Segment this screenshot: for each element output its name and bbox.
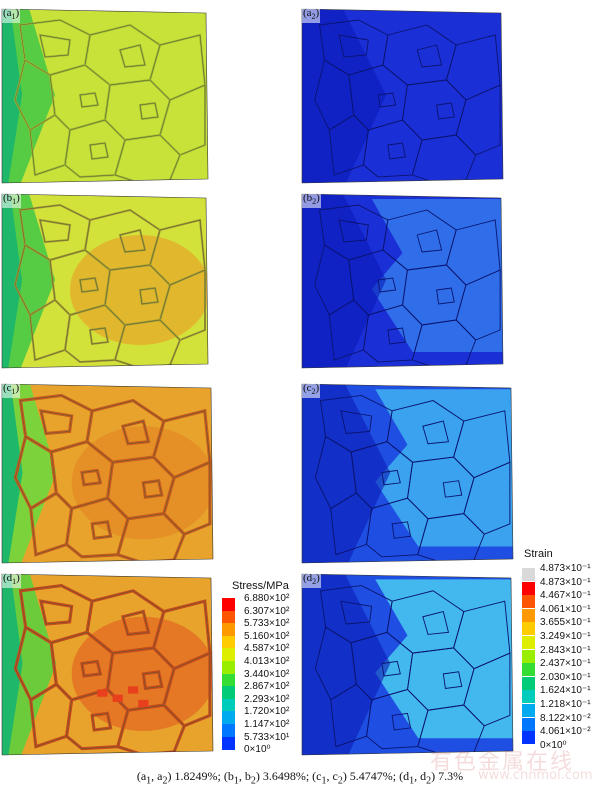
stress_legend-swatch	[222, 698, 235, 712]
panel-a2-plot	[301, 8, 504, 184]
strain_legend-swatch	[522, 636, 535, 649]
strain_legend-swatch	[522, 568, 535, 581]
strain_legend-tick: 1.624×10⁻¹	[540, 685, 591, 697]
strain_legend-swatch	[522, 731, 535, 745]
stress_legend-tick: 0×10⁰	[244, 744, 271, 756]
stress_legend-swatch	[222, 623, 235, 637]
strain_legend-tick: 3.249×10⁻¹	[540, 631, 591, 642]
strain_legend-tick: 4.467×10⁻¹	[540, 590, 591, 602]
stress_legend-tick: 1.147×10²	[244, 719, 290, 730]
high-strain-zone	[375, 579, 513, 739]
strain_legend-swatch	[522, 581, 535, 595]
strain_legend-swatch	[522, 608, 535, 622]
stress_legend-tick: 2.867×10²	[244, 681, 290, 693]
stress_legend-swatch	[222, 673, 235, 687]
strain_legend-swatch	[522, 717, 535, 731]
stress_legend-swatch	[222, 686, 235, 700]
panel-label-b1: (b1)	[2, 192, 21, 209]
panel-c1: (c1)	[0, 380, 215, 565]
panel-d2-plot	[301, 573, 514, 756]
stress_legend-swatch	[222, 648, 235, 662]
stress_legend-tick: 5.733×10²	[244, 618, 290, 630]
strain_legend-swatch	[522, 676, 535, 690]
panel-label-a1: (a1)	[2, 7, 21, 24]
panel-d1-plot	[1, 573, 214, 756]
panel-label-d2: (d2)	[302, 572, 321, 589]
panel-d1: (d1)	[0, 570, 215, 757]
high-strain-zone	[375, 389, 513, 547]
strain_legend-tick: 4.873×10⁻¹	[540, 576, 591, 588]
stress_legend-tick: 5.160×10²	[244, 630, 290, 642]
high-strain-zone	[371, 199, 503, 352]
panel-c1-plot	[1, 383, 214, 564]
panel-c2: (c2)	[300, 380, 515, 565]
watermark-logo: 有色金属在线	[430, 750, 575, 775]
stress_legend-swatch	[222, 635, 235, 649]
figure-caption: (a1, a2) 1.8249%; (b1, b2) 3.6498%; (c1,…	[136, 769, 464, 787]
panel-a1-plot	[1, 8, 209, 184]
stress_legend-swatch	[222, 724, 235, 737]
strain_legend-tick: 3.655×10⁻¹	[540, 617, 591, 629]
panel-label-c2: (c2)	[302, 382, 321, 399]
strain-legend-title: Strain	[524, 548, 553, 560]
panel-label-b2: (b2)	[302, 192, 321, 209]
stress_legend-tick: 3.440×10²	[244, 668, 290, 680]
panel-a2: (a2)	[300, 5, 505, 185]
stress_legend-swatch	[222, 736, 235, 750]
stress_legend-swatch	[222, 598, 235, 611]
panel-a1: (a1)	[0, 5, 210, 185]
panel-b1-plot	[1, 193, 209, 369]
panel-b2-plot	[301, 193, 504, 369]
stress_legend-tick: 6.307×10²	[244, 605, 290, 617]
stress_legend-swatch	[222, 661, 235, 674]
strain_legend-swatch	[522, 622, 535, 636]
panel-d2: (d2)	[300, 570, 515, 757]
panel-b1: (b1)	[0, 190, 210, 370]
panel-label-c1: (c1)	[2, 382, 21, 399]
strain_legend-tick: 4.873×10⁻¹	[540, 563, 591, 574]
strain_legend-tick: 8.122×10⁻²	[540, 712, 591, 724]
strain_legend-swatch	[522, 663, 535, 677]
panel-c2-plot	[301, 383, 514, 564]
watermark-url: www.cnnmol.com	[478, 768, 593, 783]
stress_legend-swatch	[222, 711, 235, 725]
strain_legend-tick: 1.218×10⁻¹	[540, 699, 591, 710]
strain_legend-swatch	[522, 704, 535, 717]
strain_legend-tick: 2.030×10⁻¹	[540, 671, 591, 683]
stress_legend-swatch	[222, 610, 235, 624]
stress-legend-title: Stress/MPa	[232, 580, 289, 592]
stress_legend-tick: 6.880×10²	[244, 593, 290, 604]
strain_legend-tick: 4.061×10⁻¹	[540, 603, 591, 615]
strain_legend-swatch	[522, 595, 535, 609]
stress_legend-tick: 1.720×10²	[244, 706, 290, 718]
stress_legend-tick: 4.013×10²	[244, 656, 290, 667]
panel-label-d1: (d1)	[2, 572, 21, 589]
stress_legend-tick: 2.293×10²	[244, 693, 290, 705]
strain_legend-swatch	[522, 690, 535, 704]
stress_legend-tick: 4.587×10²	[244, 643, 290, 655]
strain-legend: Strain 4.873×10⁻¹ 4.873×10⁻¹ 4.467×10⁻¹ 4.0…	[522, 548, 600, 758]
stress-legend: Stress/MPa 6.880×10² 6.307×10² 5.733×10² 5.…	[222, 580, 302, 756]
strain_legend-tick: 0×10⁰	[540, 739, 567, 751]
strain_legend-swatch	[522, 649, 535, 663]
panel-label-a2: (a2)	[302, 7, 321, 24]
strain_legend-tick: 2.437×10⁻¹	[540, 658, 591, 670]
panel-b2: (b2)	[300, 190, 505, 370]
strain_legend-tick: 2.843×10⁻¹	[540, 644, 591, 656]
strain_legend-tick: 4.061×10⁻²	[540, 726, 591, 738]
stress_legend-tick: 5.733×10¹	[244, 731, 290, 743]
